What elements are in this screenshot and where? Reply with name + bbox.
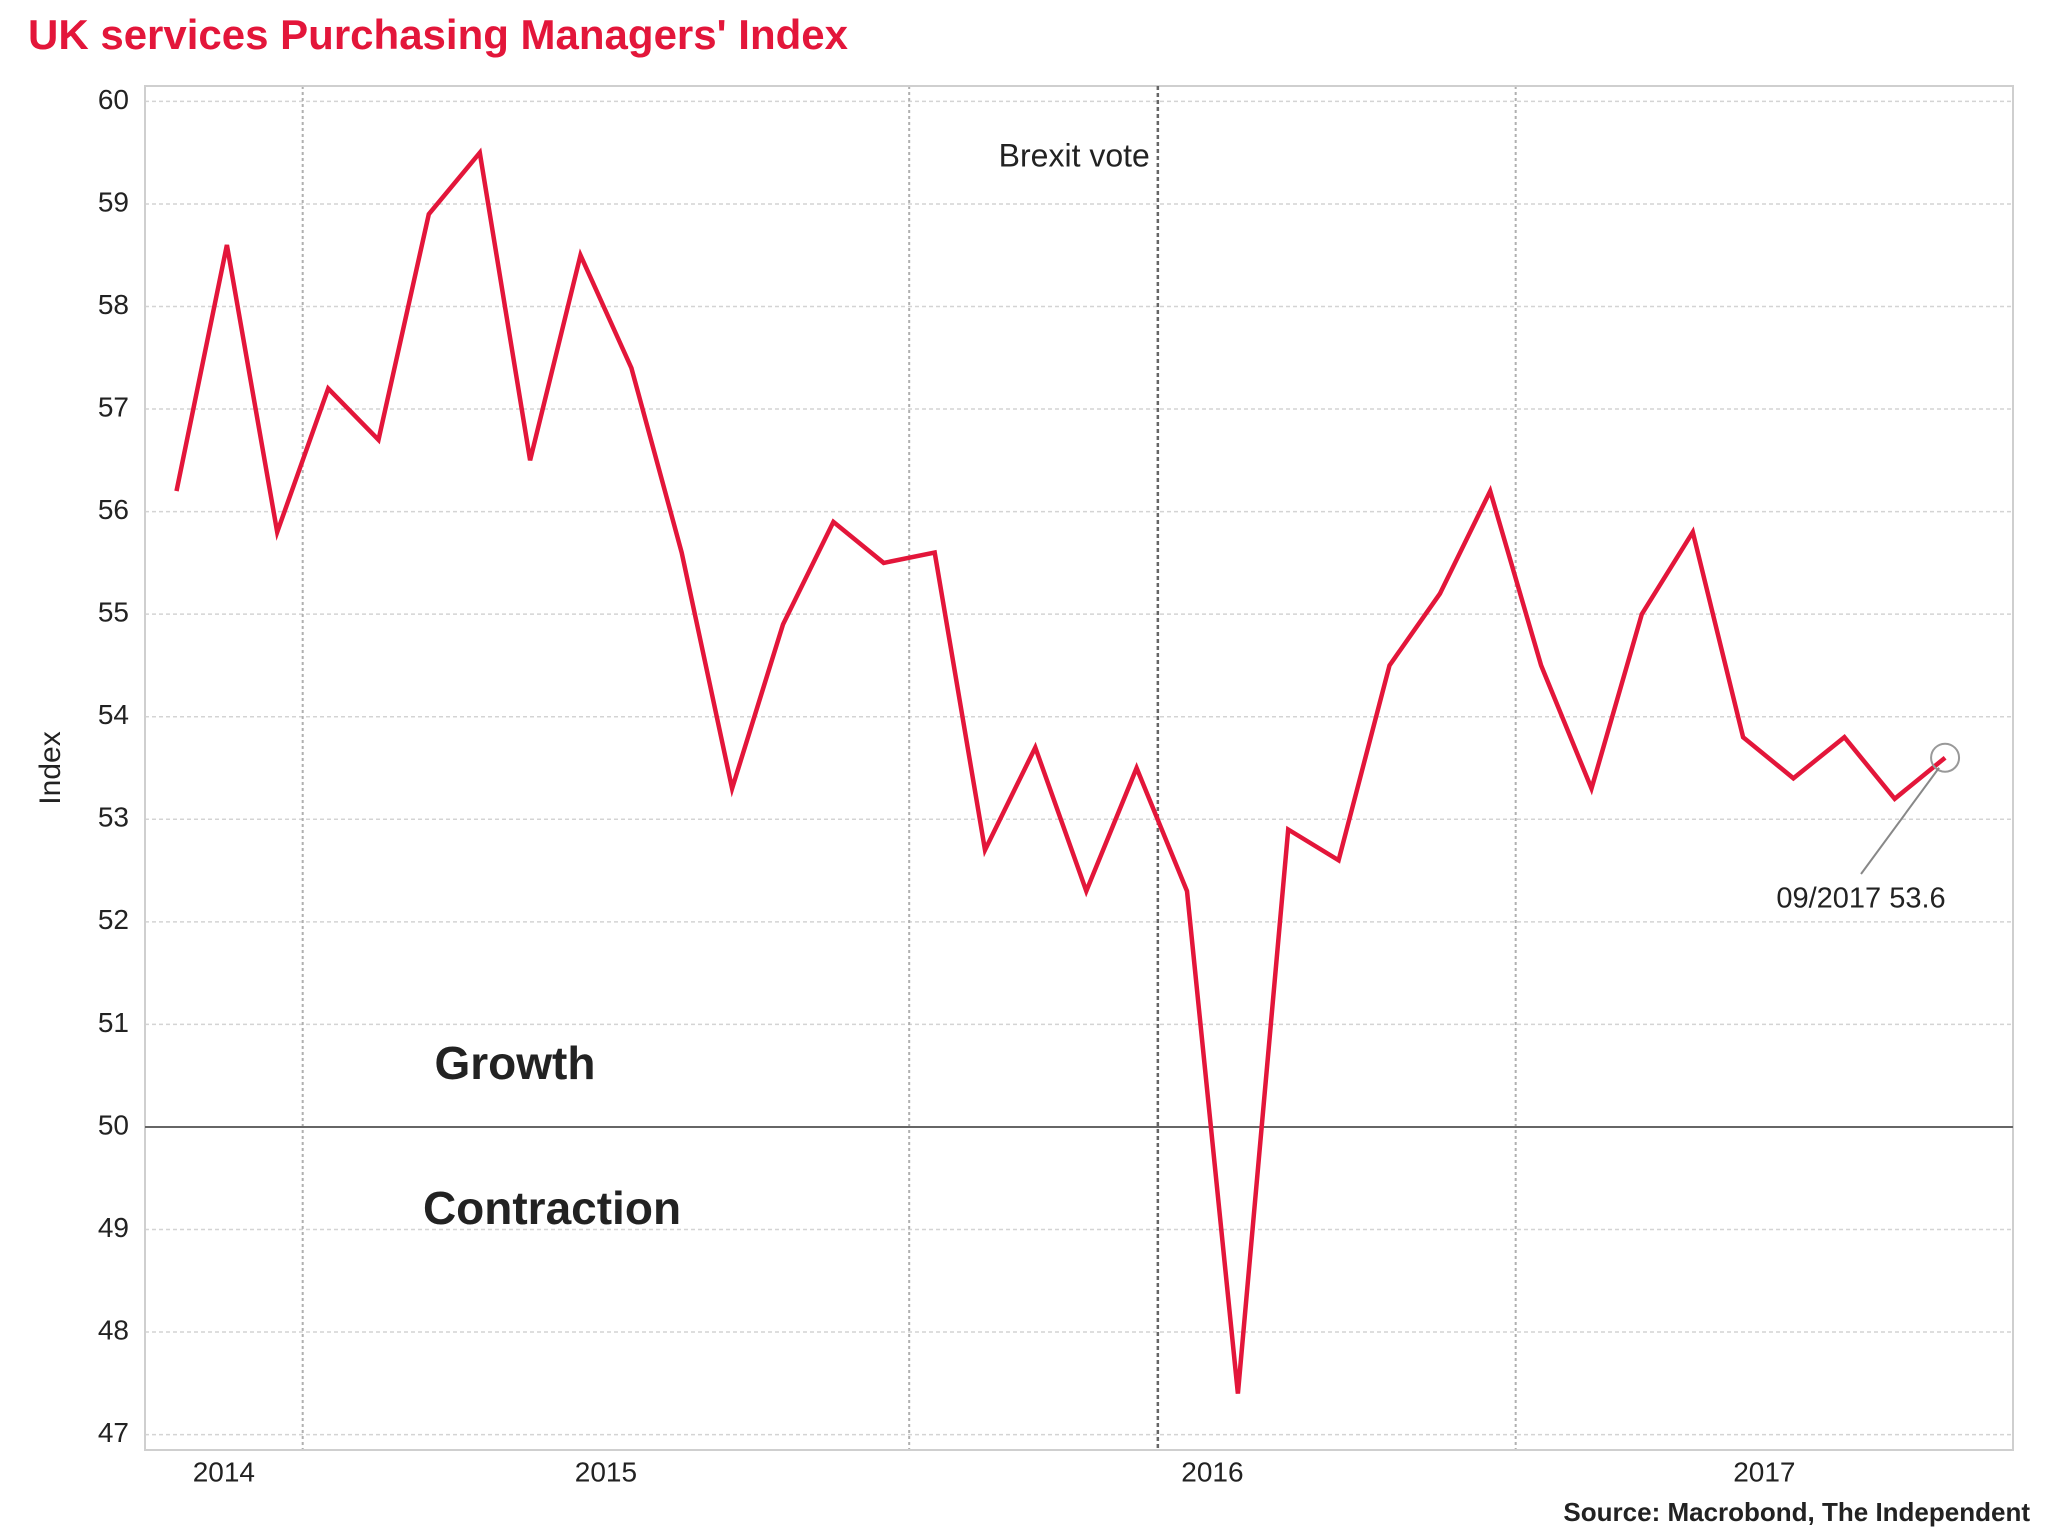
y-tick-label: 54 <box>98 699 129 730</box>
callout-label: 09/2017 53.6 <box>1776 883 1945 915</box>
y-tick-label: 52 <box>98 904 129 935</box>
event-label: Brexit vote <box>999 137 1150 173</box>
y-tick-label: 55 <box>98 597 129 628</box>
y-tick-label: 53 <box>98 802 129 833</box>
plot-frame <box>144 85 2014 1451</box>
y-tick-label: 56 <box>98 494 129 525</box>
y-tick-label: 57 <box>98 391 129 422</box>
region-label: Growth <box>435 1037 596 1089</box>
y-tick-label: 49 <box>98 1212 129 1243</box>
y-tick-label: 58 <box>98 289 129 320</box>
y-tick-label: 59 <box>98 186 129 217</box>
last-point <box>1930 742 1961 773</box>
source: Source: Macrobond, The Independent <box>1563 1497 2030 1527</box>
y-axis-label: Index <box>34 731 67 804</box>
y-tick-label: 51 <box>98 1007 129 1038</box>
x-tick-label: 2016 <box>1181 1456 1243 1487</box>
region-label: Contraction <box>423 1182 681 1234</box>
series-line <box>174 147 1947 1394</box>
callout-leader <box>1860 767 1940 875</box>
x-tick-label: 2014 <box>193 1456 255 1487</box>
y-tick-label: 60 <box>98 84 129 115</box>
chart-title: UK services Purchasing Managers' Index <box>28 11 849 58</box>
x-tick-label: 2017 <box>1733 1456 1795 1487</box>
y-tick-label: 48 <box>98 1314 129 1345</box>
y-tick-label: 50 <box>98 1109 129 1140</box>
y-tick-label: 47 <box>98 1417 129 1448</box>
x-tick-label: 2015 <box>575 1456 637 1487</box>
